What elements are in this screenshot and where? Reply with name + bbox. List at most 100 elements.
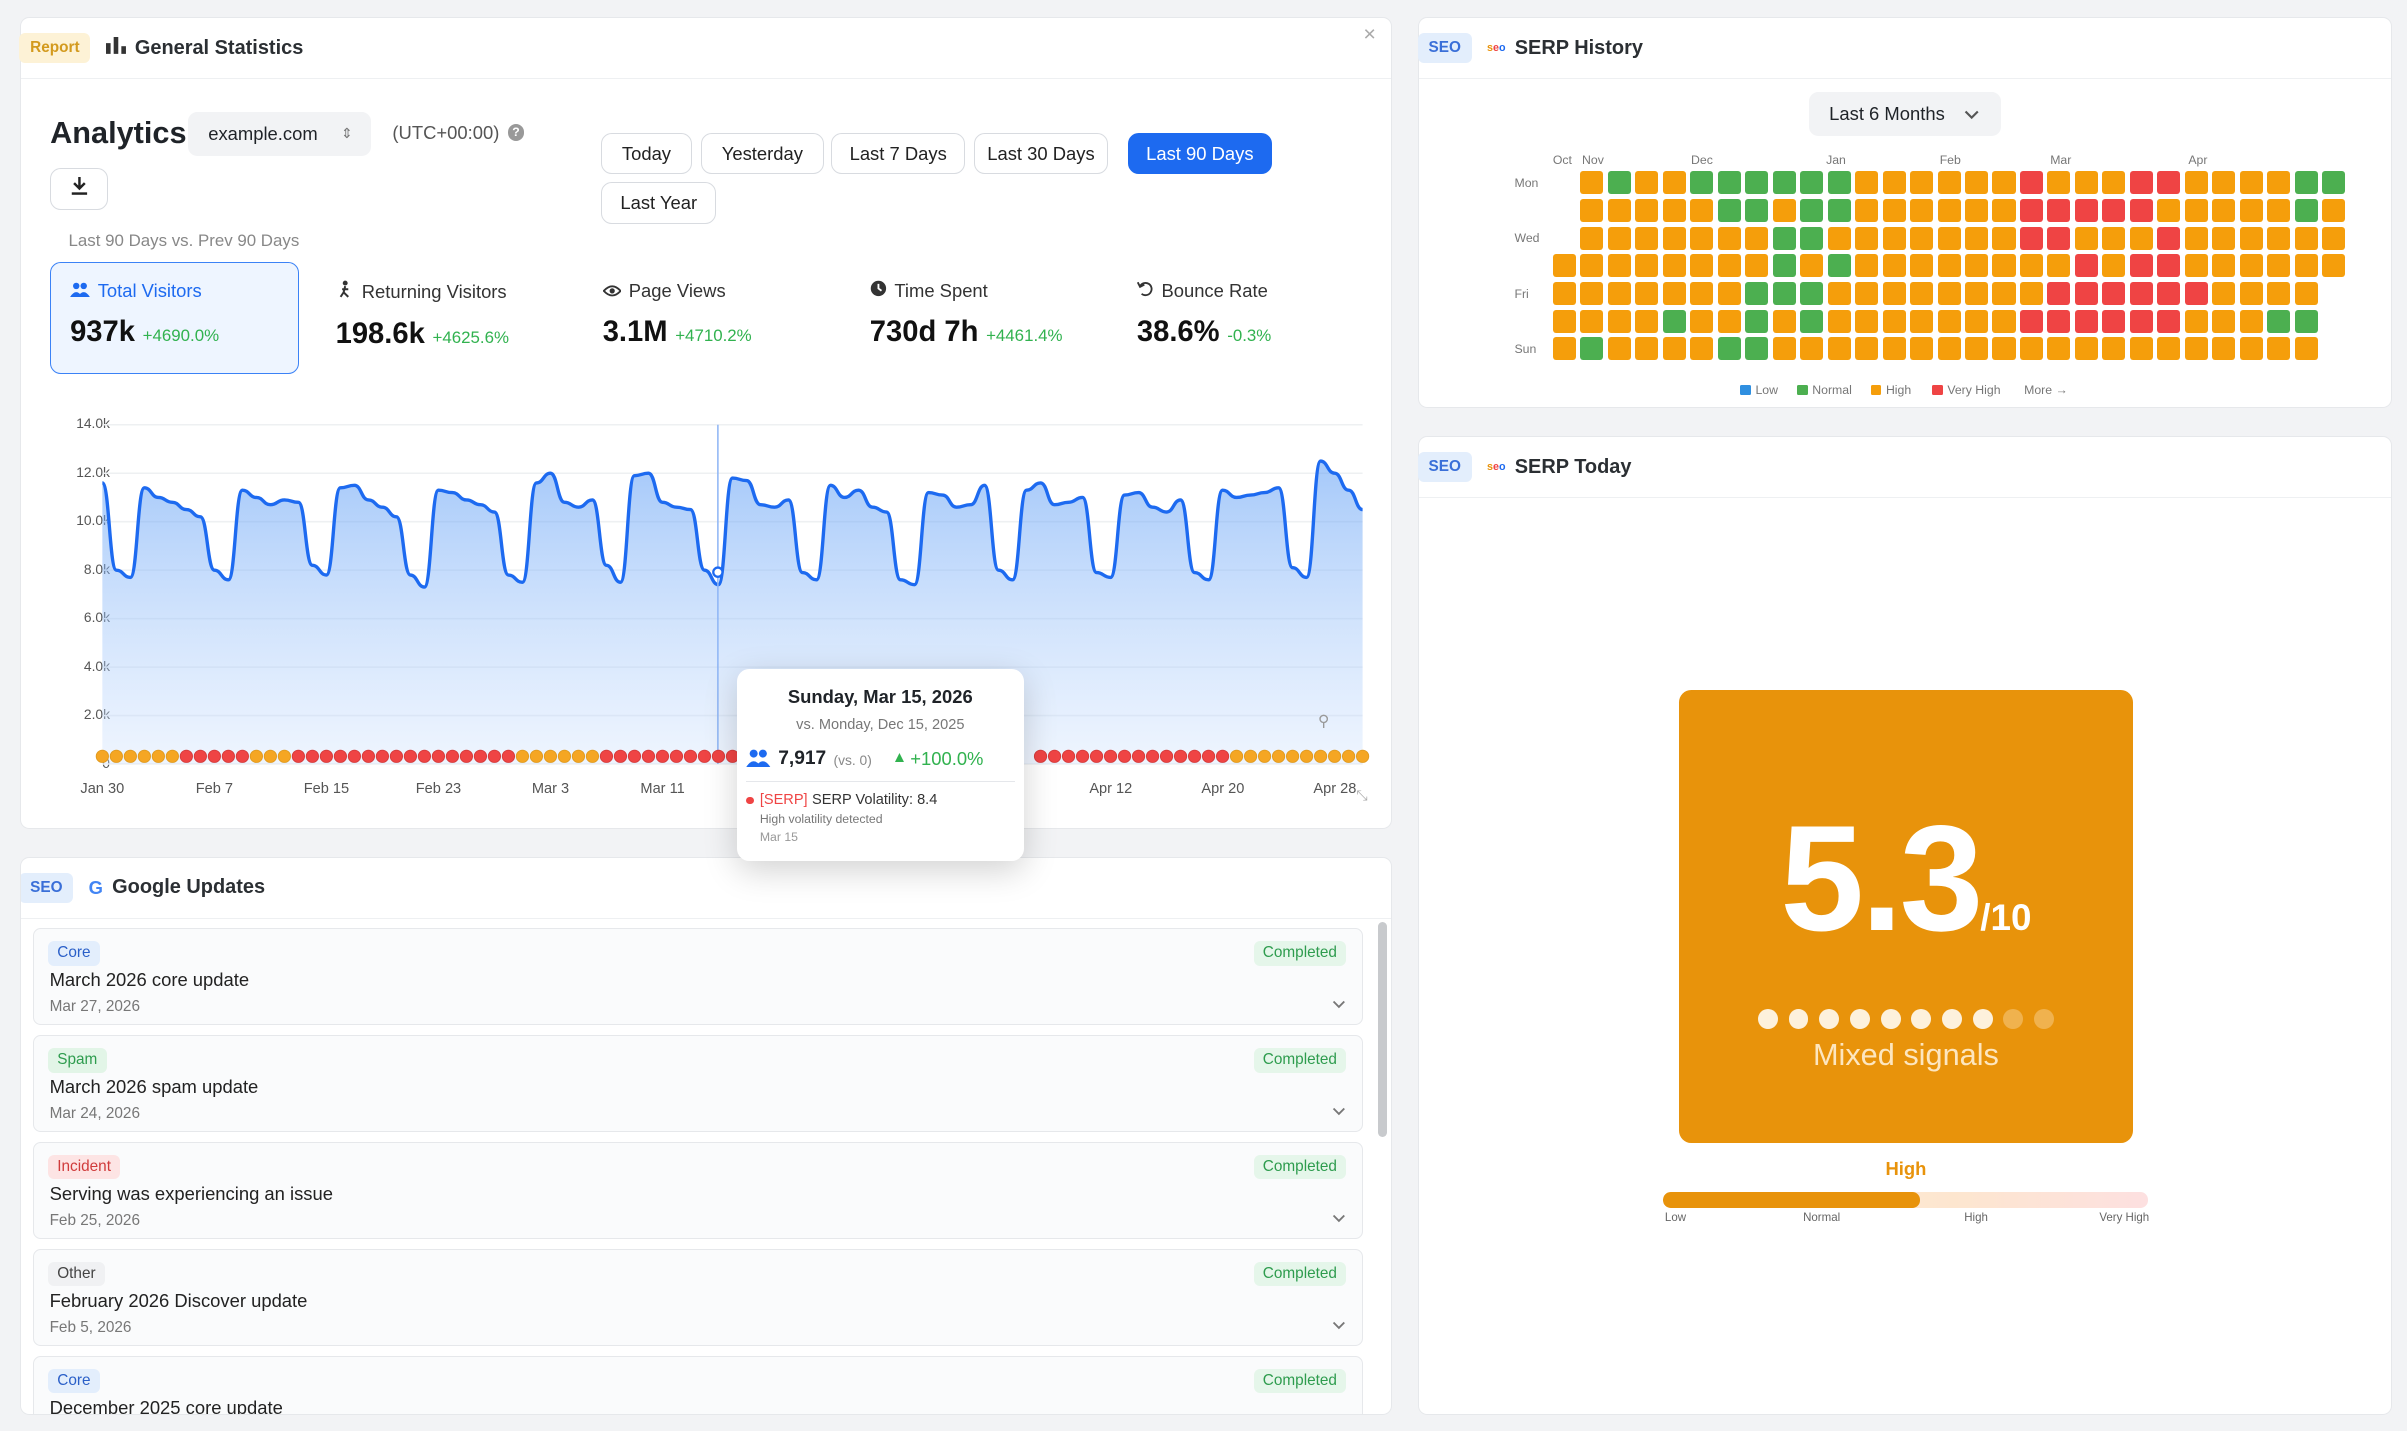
serp-event-dot[interactable] bbox=[627, 749, 642, 763]
serp-event-dot[interactable] bbox=[487, 749, 501, 763]
serp-event-dot[interactable] bbox=[207, 749, 221, 763]
heatmap-cell[interactable] bbox=[1745, 337, 1769, 361]
serp-event-dot[interactable] bbox=[599, 749, 614, 763]
heatmap-cell[interactable] bbox=[1965, 254, 1989, 278]
heatmap-cell[interactable] bbox=[2267, 254, 2291, 278]
heatmap-cell[interactable] bbox=[1910, 281, 1934, 305]
heatmap-cell[interactable] bbox=[2294, 281, 2318, 305]
heatmap-cell[interactable] bbox=[2212, 309, 2236, 333]
heatmap-cell[interactable] bbox=[1910, 226, 1934, 250]
update-item[interactable]: Core December 2025 core update Completed bbox=[33, 1356, 1363, 1415]
chevron-down-icon[interactable] bbox=[1332, 997, 1346, 1013]
heatmap-cell[interactable] bbox=[1992, 199, 2016, 223]
range-last-30-days-button[interactable]: Last 30 Days bbox=[974, 133, 1108, 175]
range-today-button[interactable]: Today bbox=[601, 133, 692, 175]
heatmap-cell[interactable] bbox=[2322, 226, 2346, 250]
heatmap-cell[interactable] bbox=[2294, 309, 2318, 333]
heatmap-cell[interactable] bbox=[2129, 199, 2153, 223]
heatmap-cell[interactable] bbox=[1992, 254, 2016, 278]
heatmap-cell[interactable] bbox=[2267, 199, 2291, 223]
heatmap-cell[interactable] bbox=[2184, 226, 2208, 250]
heatmap-cell[interactable] bbox=[1965, 171, 1989, 195]
heatmap-cell[interactable] bbox=[1745, 199, 1769, 223]
heatmap-cell[interactable] bbox=[1800, 226, 1824, 250]
heatmap-cell[interactable] bbox=[1937, 281, 1961, 305]
heatmap-cell[interactable] bbox=[1607, 226, 1631, 250]
serp-event-dot[interactable] bbox=[1173, 749, 1188, 763]
heatmap-cell[interactable] bbox=[2019, 337, 2043, 361]
heatmap-cell[interactable] bbox=[1855, 309, 1879, 333]
heatmap-cell[interactable] bbox=[1855, 337, 1879, 361]
serp-event-dot[interactable] bbox=[669, 749, 684, 763]
heatmap-cell[interactable] bbox=[1635, 226, 1659, 250]
heatmap-cell[interactable] bbox=[1772, 281, 1796, 305]
serp-event-dot[interactable] bbox=[459, 749, 473, 763]
heatmap-cell[interactable] bbox=[2157, 199, 2181, 223]
serp-event-dot[interactable] bbox=[1215, 749, 1230, 763]
metric-bounce-rate[interactable]: Bounce Rate 38.6% -0.3% bbox=[1136, 280, 1390, 391]
heatmap-cell[interactable] bbox=[1800, 337, 1824, 361]
heatmap-cell[interactable] bbox=[1580, 254, 1604, 278]
serp-event-dot[interactable] bbox=[179, 749, 193, 763]
heatmap-cell[interactable] bbox=[2047, 226, 2071, 250]
domain-select[interactable]: example.com ⇕ bbox=[188, 111, 371, 156]
heatmap-cell[interactable] bbox=[1662, 171, 1686, 195]
heatmap-cell[interactable] bbox=[2294, 199, 2318, 223]
visitors-chart[interactable] bbox=[21, 18, 1393, 830]
heatmap-cell[interactable] bbox=[2019, 281, 2043, 305]
range-yesterday-button[interactable]: Yesterday bbox=[700, 133, 824, 175]
heatmap-cell[interactable] bbox=[1717, 309, 1741, 333]
serp-event-dot[interactable] bbox=[641, 749, 656, 763]
serp-event-dot[interactable] bbox=[1229, 749, 1244, 763]
chevron-down-icon[interactable] bbox=[1332, 1318, 1346, 1334]
serp-event-dot[interactable] bbox=[1285, 749, 1300, 763]
heatmap-cell[interactable] bbox=[2239, 281, 2263, 305]
serp-event-dot[interactable] bbox=[235, 749, 249, 763]
heatmap-cell[interactable] bbox=[1772, 254, 1796, 278]
scrollbar-thumb[interactable] bbox=[1377, 921, 1388, 1137]
serp-event-dot[interactable] bbox=[1299, 749, 1314, 763]
heatmap-cell[interactable] bbox=[1992, 309, 2016, 333]
heatmap-cell[interactable] bbox=[2047, 254, 2071, 278]
heatmap-cell[interactable] bbox=[1855, 281, 1879, 305]
heatmap-cell[interactable] bbox=[1910, 199, 1934, 223]
heatmap-cell[interactable] bbox=[2239, 226, 2263, 250]
heatmap-cell[interactable] bbox=[1910, 171, 1934, 195]
heatmap-cell[interactable] bbox=[2184, 309, 2208, 333]
heatmap-cell[interactable] bbox=[1992, 226, 2016, 250]
serp-event-dot[interactable] bbox=[95, 749, 109, 763]
heatmap-cell[interactable] bbox=[1607, 254, 1631, 278]
heatmap-cell[interactable] bbox=[1772, 171, 1796, 195]
heatmap-cell[interactable] bbox=[2212, 199, 2236, 223]
heatmap-cell[interactable] bbox=[1800, 171, 1824, 195]
heatmap-cell[interactable] bbox=[1772, 226, 1796, 250]
heatmap-cell[interactable] bbox=[1800, 199, 1824, 223]
serp-event-dot[interactable] bbox=[1075, 749, 1090, 763]
heatmap-cell[interactable] bbox=[2129, 281, 2153, 305]
heatmap-cell[interactable] bbox=[1690, 337, 1714, 361]
heatmap-cell[interactable] bbox=[1635, 171, 1659, 195]
heatmap-cell[interactable] bbox=[1690, 254, 1714, 278]
heatmap-cell[interactable] bbox=[2074, 199, 2098, 223]
heatmap-cell[interactable] bbox=[2267, 226, 2291, 250]
heatmap-cell[interactable] bbox=[1607, 337, 1631, 361]
serp-event-dot[interactable] bbox=[389, 749, 403, 763]
serp-event-dot[interactable] bbox=[515, 749, 529, 763]
heatmap-cell[interactable] bbox=[1965, 337, 1989, 361]
heatmap-cell[interactable] bbox=[1855, 171, 1879, 195]
heatmap-cell[interactable] bbox=[1662, 226, 1686, 250]
heatmap-cell[interactable] bbox=[1937, 199, 1961, 223]
heatmap-cell[interactable] bbox=[2184, 281, 2208, 305]
heatmap-cell[interactable] bbox=[2157, 171, 2181, 195]
serp-event-dot[interactable] bbox=[361, 749, 375, 763]
heatmap-cell[interactable] bbox=[1662, 199, 1686, 223]
heatmap-cell[interactable] bbox=[1772, 309, 1796, 333]
resize-icon[interactable]: ⤡ bbox=[1356, 786, 1368, 803]
serp-event-dot[interactable] bbox=[431, 749, 445, 763]
heatmap-cell[interactable] bbox=[2047, 281, 2071, 305]
serp-event-dot[interactable] bbox=[1089, 749, 1104, 763]
heatmap-cell[interactable] bbox=[1552, 281, 1576, 305]
heatmap-cell[interactable] bbox=[1580, 337, 1604, 361]
heatmap-cell[interactable] bbox=[1552, 309, 1576, 333]
heatmap-cell[interactable] bbox=[1937, 337, 1961, 361]
